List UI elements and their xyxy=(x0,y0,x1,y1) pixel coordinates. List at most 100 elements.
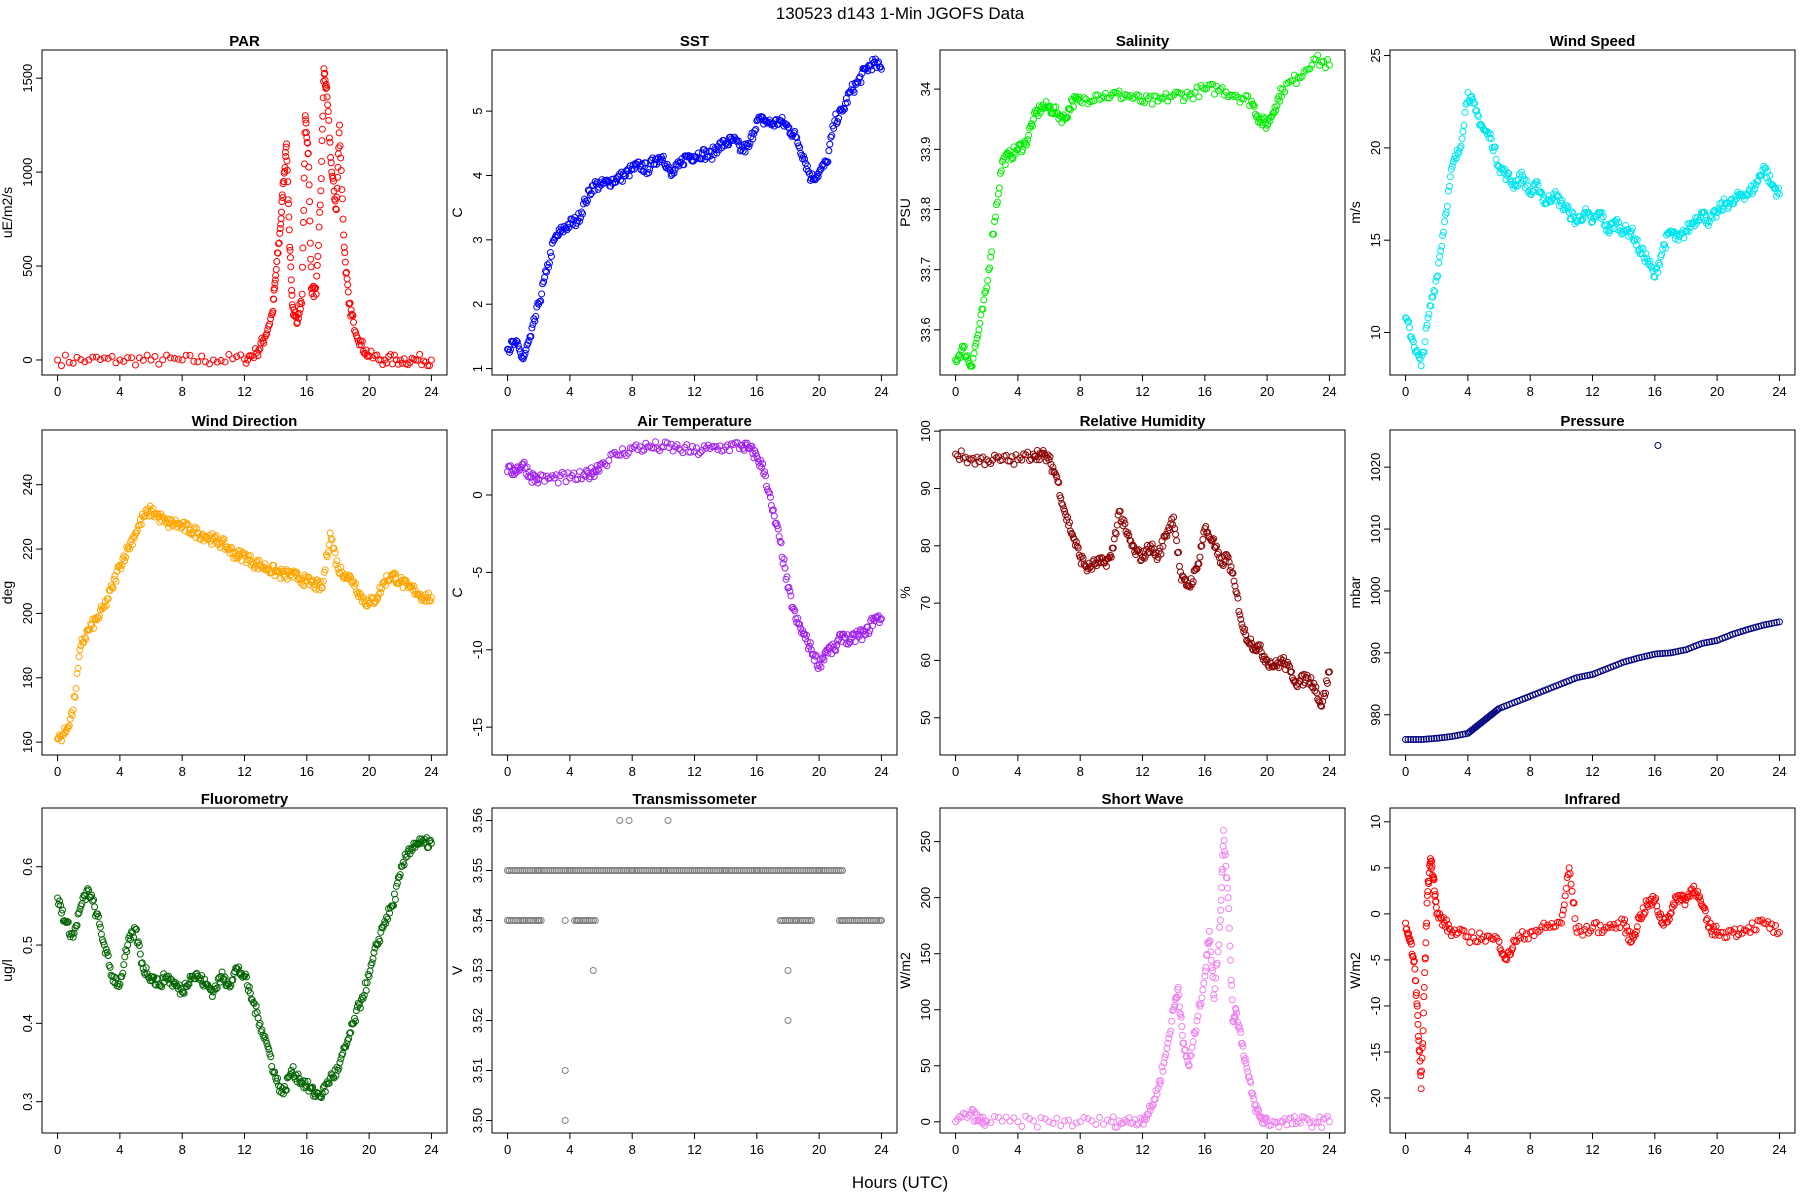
data-point xyxy=(129,541,137,549)
data-point xyxy=(1137,97,1145,105)
data-point xyxy=(1214,948,1222,956)
data-point xyxy=(1245,639,1253,647)
data-point xyxy=(1446,733,1454,741)
data-point xyxy=(68,711,76,719)
data-point xyxy=(1057,1122,1065,1130)
data-point xyxy=(1491,932,1499,940)
data-point xyxy=(152,510,160,518)
data-point xyxy=(374,595,382,603)
data-point xyxy=(322,80,330,88)
data-point xyxy=(70,692,78,700)
data-point xyxy=(1124,529,1132,537)
data-point xyxy=(1507,950,1515,958)
data-point xyxy=(1538,190,1546,198)
data-point xyxy=(1494,706,1502,714)
data-point xyxy=(794,139,802,147)
panel-title: Wind Speed xyxy=(1550,33,1636,50)
data-point xyxy=(1323,679,1331,687)
data-point xyxy=(751,127,759,135)
data-point xyxy=(317,584,325,592)
data-point xyxy=(1764,168,1772,176)
data-point xyxy=(1029,115,1037,123)
data-point xyxy=(1222,550,1230,558)
data-point xyxy=(1262,1115,1270,1123)
data-point xyxy=(576,217,584,225)
data-point xyxy=(217,357,225,365)
data-point xyxy=(822,158,830,166)
data-point xyxy=(875,612,883,620)
data-point xyxy=(1311,687,1319,695)
data-point xyxy=(1186,1052,1194,1060)
x-tick-label: 20 xyxy=(1710,764,1724,779)
data-point xyxy=(137,521,145,529)
data-point xyxy=(1568,887,1576,895)
data-point xyxy=(1049,1120,1057,1128)
data-point xyxy=(277,220,285,228)
plot-frame xyxy=(1389,807,1796,1134)
data-point xyxy=(963,1114,971,1122)
data-point xyxy=(1276,659,1284,667)
data-point xyxy=(1024,448,1032,456)
data-point xyxy=(1751,185,1759,193)
x-tick-label: 24 xyxy=(1772,1142,1786,1157)
data-point xyxy=(285,213,293,221)
data-point xyxy=(1211,90,1219,98)
data-point xyxy=(130,933,138,941)
y-tick-label: 220 xyxy=(20,538,35,560)
data-point xyxy=(1161,1053,1169,1061)
data-point xyxy=(337,166,345,174)
data-point xyxy=(1416,355,1424,363)
data-point xyxy=(1654,268,1662,276)
data-point xyxy=(110,575,118,583)
data-point xyxy=(390,890,398,898)
data-point xyxy=(1296,1119,1304,1127)
data-point xyxy=(1670,901,1678,909)
data-point xyxy=(1447,932,1455,940)
data-point xyxy=(963,352,971,360)
data-point xyxy=(873,917,881,924)
data-point xyxy=(1417,1072,1425,1080)
x-tick-label: 24 xyxy=(1322,1142,1336,1157)
data-point xyxy=(1046,453,1054,461)
data-point xyxy=(960,342,968,350)
data-point xyxy=(286,254,294,262)
data-point xyxy=(289,569,297,577)
data-point xyxy=(287,276,295,284)
data-point xyxy=(806,917,814,924)
data-point xyxy=(254,1014,262,1022)
x-tick-label: 0 xyxy=(54,1142,61,1157)
data-point xyxy=(521,349,529,357)
data-point xyxy=(1412,977,1420,985)
y-tick-label: 500 xyxy=(20,255,35,277)
data-point xyxy=(669,447,677,455)
data-point xyxy=(711,145,719,153)
data-point xyxy=(259,1031,267,1039)
data-point xyxy=(1216,916,1224,924)
data-point xyxy=(208,993,216,1001)
data-point xyxy=(1069,103,1077,111)
data-point xyxy=(990,230,998,238)
data-point xyxy=(1019,146,1027,154)
data-point xyxy=(287,263,295,271)
data-point xyxy=(1241,1055,1249,1063)
data-point xyxy=(282,143,290,151)
panel-infrared: Infrared 0 4 8 12 16 20 24 -20 -15 -10 -5 0 5 10 W/m2 xyxy=(1347,791,1796,1157)
data-point xyxy=(1516,934,1524,942)
data-point xyxy=(1470,934,1478,942)
data-point xyxy=(1111,529,1119,537)
x-tick-label: 24 xyxy=(1322,384,1336,399)
data-point xyxy=(1569,898,1577,906)
data-point xyxy=(289,1063,297,1071)
data-point xyxy=(1736,925,1744,933)
data-point xyxy=(1533,178,1541,186)
data-point xyxy=(1423,919,1431,927)
x-tick-label: 0 xyxy=(952,764,959,779)
data-point xyxy=(784,967,792,974)
data-point xyxy=(1290,71,1298,79)
data-point xyxy=(323,553,331,561)
data-point xyxy=(1180,1039,1188,1047)
x-tick-label: 8 xyxy=(629,1142,636,1157)
data-point xyxy=(410,582,418,590)
data-point xyxy=(410,355,418,363)
